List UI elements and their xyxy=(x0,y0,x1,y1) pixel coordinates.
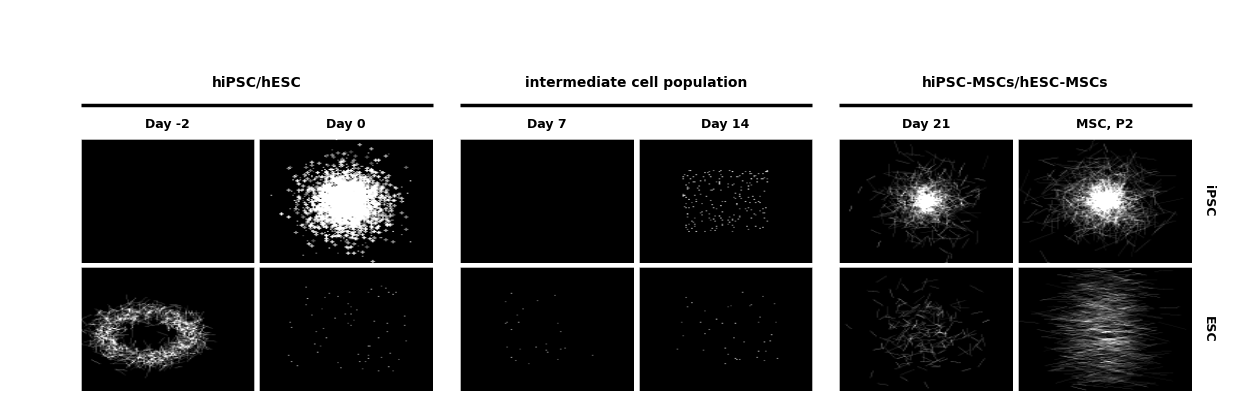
Text: Day -2: Day -2 xyxy=(145,118,190,131)
Text: ESC: ESC xyxy=(1202,316,1214,342)
Text: Day 7: Day 7 xyxy=(527,118,567,131)
Text: intermediate cell population: intermediate cell population xyxy=(525,76,748,90)
Text: MSC, P2: MSC, P2 xyxy=(1076,118,1133,131)
Text: Day 0: Day 0 xyxy=(326,118,366,131)
Text: hiPSC-MSCs/hESC-MSCs: hiPSC-MSCs/hESC-MSCs xyxy=(923,76,1109,90)
Text: Day 21: Day 21 xyxy=(901,118,951,131)
Text: hiPSC/hESC: hiPSC/hESC xyxy=(212,76,301,90)
Text: iPSC: iPSC xyxy=(1202,185,1214,217)
Text: Day 14: Day 14 xyxy=(701,118,750,131)
